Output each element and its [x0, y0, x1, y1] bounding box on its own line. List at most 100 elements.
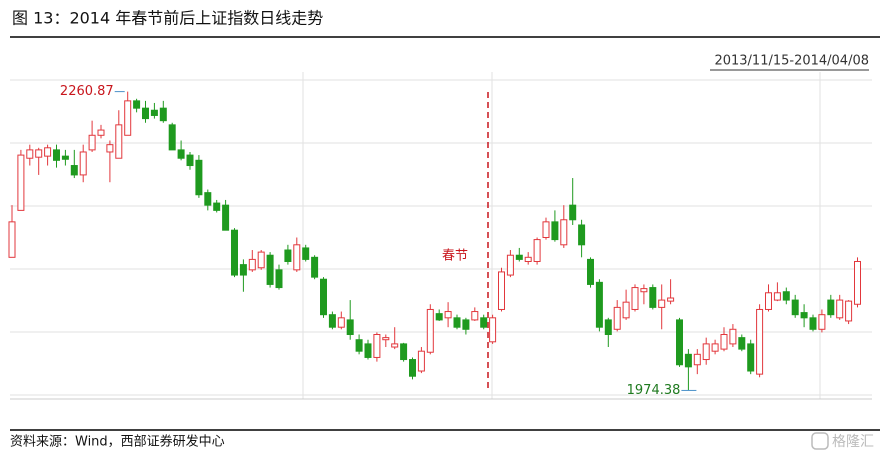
candle-body	[649, 287, 657, 308]
candle-body	[845, 300, 853, 322]
candle-body	[595, 281, 603, 328]
candle-body	[471, 311, 479, 321]
candle-body	[70, 165, 78, 176]
candle-body	[231, 229, 238, 276]
candle-body	[533, 239, 541, 262]
candle-body	[222, 204, 230, 231]
candle-body	[204, 192, 212, 206]
candle-body	[658, 299, 666, 308]
candle-body	[177, 149, 185, 159]
candle-body	[809, 317, 817, 330]
candle-body	[195, 159, 203, 196]
candle-body	[417, 350, 425, 372]
candle-body	[613, 306, 621, 330]
candle-body	[79, 151, 87, 176]
candle-body	[711, 343, 719, 352]
candle-body	[765, 292, 772, 310]
candle-body	[44, 147, 52, 157]
candle-body	[489, 317, 497, 343]
candle-body	[133, 100, 141, 109]
chart-title: 图 13：2014 年春节前后上证指数日线走势	[12, 9, 323, 28]
candle-body	[26, 149, 34, 159]
grid	[10, 72, 872, 400]
candle-body	[97, 129, 105, 136]
candle-body	[346, 319, 354, 336]
candle-body	[578, 224, 586, 246]
candle-body	[684, 353, 692, 368]
candle-body	[409, 359, 416, 377]
candle-body	[186, 154, 194, 167]
candle-body	[622, 301, 630, 319]
candle-body	[239, 264, 247, 276]
candle-body	[382, 337, 390, 341]
candle-body	[275, 269, 283, 289]
candle-body	[266, 254, 274, 285]
candle-body	[791, 299, 799, 316]
candle-body	[61, 155, 69, 160]
candle-body	[8, 221, 16, 258]
candle-body	[159, 107, 167, 122]
candle-body	[150, 109, 158, 116]
candle-body	[640, 288, 648, 293]
candle-body	[106, 144, 114, 153]
source-note: 资料来源：Wind，西部证券研发中心	[10, 434, 225, 450]
candle-body	[515, 254, 523, 260]
candle-body	[782, 291, 790, 301]
candle-body	[453, 317, 461, 328]
watermark: 格隆汇	[832, 434, 874, 450]
candle-body	[702, 343, 710, 361]
candle-body	[569, 204, 577, 221]
candle-body	[284, 249, 292, 262]
candle-body	[320, 278, 327, 316]
candle-body	[302, 247, 310, 260]
candle-body	[827, 299, 835, 316]
candle-body	[213, 202, 221, 211]
candle-body	[729, 328, 737, 345]
trough-label: 1974.38	[627, 383, 681, 398]
candle-body	[17, 154, 25, 211]
candle-body	[124, 100, 132, 136]
candle-body	[587, 258, 594, 285]
watermark-logo	[811, 432, 829, 450]
candle-body	[337, 317, 345, 328]
candle-body	[355, 339, 363, 352]
candle-body	[773, 292, 781, 301]
candle-body	[738, 337, 746, 350]
candle-body	[631, 287, 639, 310]
candle-body	[542, 221, 550, 239]
candle-body	[667, 297, 675, 302]
candle-body	[818, 314, 826, 330]
candle-body	[800, 312, 808, 319]
date-range: 2013/11/15-2014/04/08	[714, 54, 869, 69]
candle-body	[168, 124, 176, 151]
candle-body	[142, 107, 149, 120]
candle-body	[257, 251, 265, 269]
candle-body	[560, 219, 568, 246]
candle-body	[551, 221, 559, 241]
candle-body	[747, 343, 755, 372]
candle-body	[506, 254, 514, 276]
candle-body	[444, 311, 452, 319]
candle-body	[462, 319, 470, 330]
peak-label: 2260.87	[60, 84, 114, 99]
candle-body	[293, 244, 301, 271]
candle-body	[480, 317, 488, 328]
candle-body	[756, 308, 764, 375]
candle-body	[426, 308, 434, 353]
candle-body	[35, 149, 43, 158]
candle-body	[854, 260, 861, 305]
candle-body	[836, 299, 844, 319]
candle-body	[435, 313, 443, 321]
candle-body	[604, 319, 612, 336]
candle-body	[391, 343, 399, 348]
candle-body	[248, 258, 256, 271]
candle-body	[328, 314, 336, 328]
candle-body	[311, 256, 319, 278]
candle-body	[364, 343, 372, 358]
candle-body	[115, 124, 123, 159]
candle-body	[524, 256, 532, 262]
candle-body	[373, 334, 381, 358]
candle-body	[693, 353, 701, 366]
holiday-label: 春节	[442, 249, 468, 264]
candle-body	[88, 134, 96, 151]
